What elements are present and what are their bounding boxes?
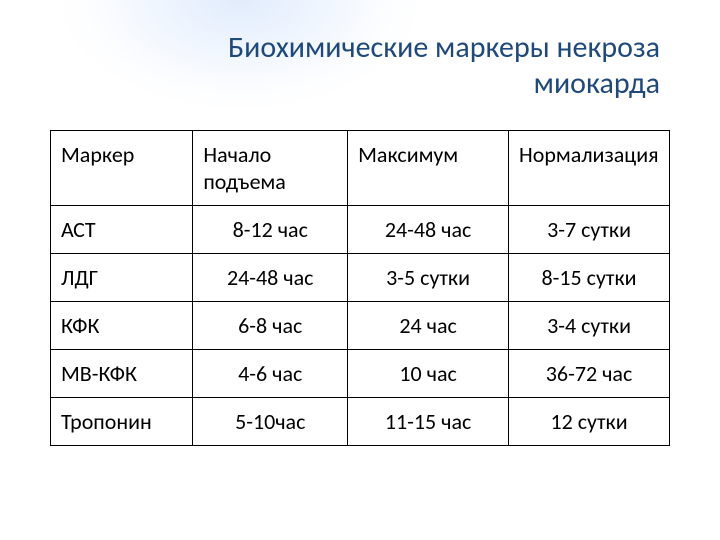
cell-marker: КФК [51,302,193,350]
title-line-2: миокарда [50,66,660,102]
cell-norm: 36-72 час [509,350,670,398]
slide: Биохимические маркеры некроза миокарда М… [0,0,720,540]
cell-marker: Тропонин [51,398,193,446]
cell-onset: 4-6 час [193,350,348,398]
col-header-marker: Маркер [51,131,193,206]
table-row: КФК6-8 час24 час3-4 сутки [51,302,670,350]
cell-onset: 24-48 час [193,254,348,302]
cell-marker: АСТ [51,206,193,254]
cell-onset: 8-12 час [193,206,348,254]
table-row: Тропонин5-10час11-15 час12 сутки [51,398,670,446]
cell-max: 3-5 сутки [348,254,509,302]
table-header-row: Маркер Начало подъема Максимум Нормализа… [51,131,670,206]
col-header-max: Максимум [348,131,509,206]
cell-max: 24 час [348,302,509,350]
cell-max: 24-48 час [348,206,509,254]
markers-table: Маркер Начало подъема Максимум Нормализа… [50,130,670,446]
col-header-onset: Начало подъема [193,131,348,206]
slide-title: Биохимические маркеры некроза миокарда [50,30,670,102]
cell-onset: 6-8 час [193,302,348,350]
col-header-norm: Нормализация [509,131,670,206]
cell-norm: 8-15 сутки [509,254,670,302]
cell-marker: МВ-КФК [51,350,193,398]
table-body: АСТ8-12 час24-48 час3-7 суткиЛДГ24-48 ча… [51,206,670,446]
cell-max: 11-15 час [348,398,509,446]
table-row: ЛДГ24-48 час3-5 сутки8-15 сутки [51,254,670,302]
cell-marker: ЛДГ [51,254,193,302]
cell-norm: 3-4 сутки [509,302,670,350]
cell-onset: 5-10час [193,398,348,446]
title-line-1: Биохимические маркеры некроза [50,30,660,66]
table-row: АСТ8-12 час24-48 час3-7 сутки [51,206,670,254]
table-row: МВ-КФК4-6 час10 час36-72 час [51,350,670,398]
cell-norm: 3-7 сутки [509,206,670,254]
cell-max: 10 час [348,350,509,398]
cell-norm: 12 сутки [509,398,670,446]
